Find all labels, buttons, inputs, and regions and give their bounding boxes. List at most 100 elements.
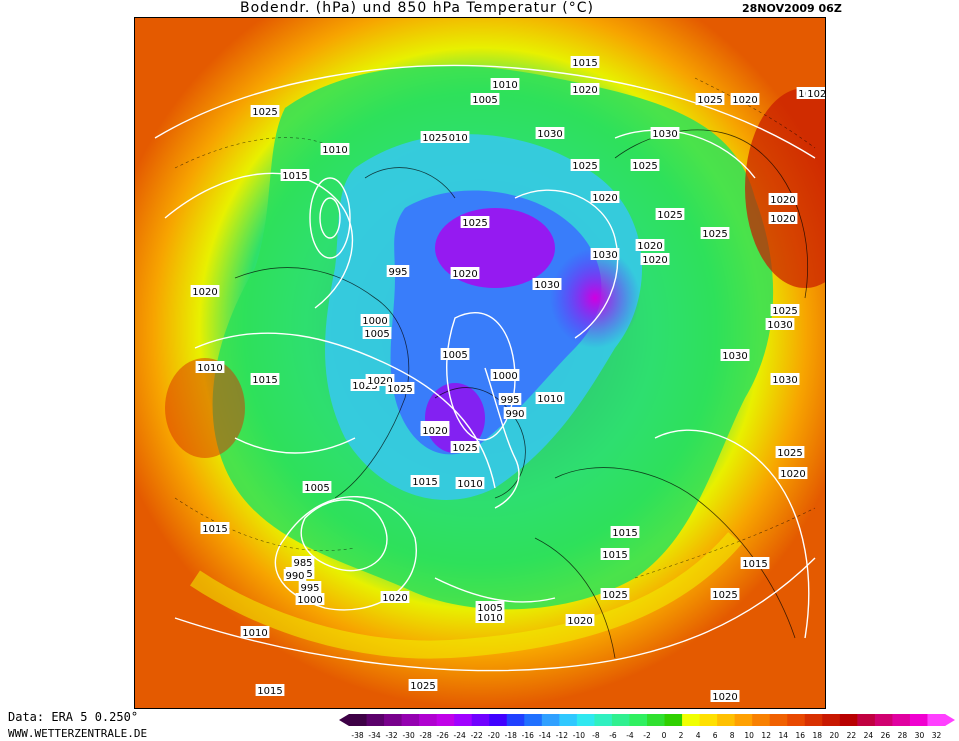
legend-tick-label: -28	[420, 731, 432, 740]
pressure-label: 1015	[570, 56, 600, 69]
pressure-label: 1025	[385, 382, 415, 395]
legend-tick-label: 0	[662, 731, 667, 740]
svg-text:990: 990	[505, 409, 524, 420]
svg-text:1025: 1025	[697, 95, 722, 106]
svg-text:1015: 1015	[257, 686, 282, 697]
svg-text:1025: 1025	[387, 384, 412, 395]
pressure-label: 1005	[475, 601, 505, 614]
svg-text:1025: 1025	[410, 681, 435, 692]
pressure-label: 1010	[475, 611, 505, 624]
svg-text:990: 990	[285, 571, 304, 582]
legend-tick-label: 4	[696, 731, 701, 740]
pressure-label: 1000	[295, 593, 325, 606]
pressure-label: 1020	[420, 424, 450, 437]
svg-text:1000: 1000	[362, 316, 387, 327]
legend-tick-label: 28	[898, 731, 908, 740]
legend-tick-label: 10	[744, 731, 754, 740]
legend-tick-label: -16	[522, 731, 534, 740]
weather-map[interactable]: 1010101510101005102010251020103010301025…	[134, 17, 826, 709]
pressure-label: 995	[298, 581, 322, 594]
svg-text:1020: 1020	[712, 692, 737, 703]
pressure-label: 1025	[408, 679, 438, 692]
svg-text:1025: 1025	[452, 443, 477, 454]
svg-text:1020: 1020	[770, 195, 795, 206]
pressure-label: 1020	[590, 191, 620, 204]
svg-text:1030: 1030	[537, 129, 562, 140]
svg-text:1025: 1025	[602, 590, 627, 601]
legend-swatch	[559, 714, 578, 726]
legend-arrow-right	[945, 714, 955, 726]
pressure-label: 1030	[532, 278, 562, 291]
svg-text:1020: 1020	[422, 426, 447, 437]
pressure-label: 1015	[410, 475, 440, 488]
legend-swatch	[349, 714, 368, 726]
pressure-label: 1025	[630, 159, 660, 172]
svg-text:1010: 1010	[477, 613, 502, 624]
legend-tick-label: -4	[626, 731, 634, 740]
svg-text:1025: 1025	[252, 107, 277, 118]
pressure-label: 990	[283, 569, 307, 582]
pressure-label: 1025	[250, 105, 280, 118]
pressure-label: 1020	[778, 467, 808, 480]
legend-tick-label: 12	[761, 731, 771, 740]
legend-swatch	[909, 714, 928, 726]
legend-swatch	[647, 714, 666, 726]
legend-tick-label: 6	[713, 731, 718, 740]
pressure-label: 1010	[490, 78, 520, 91]
svg-text:1005: 1005	[364, 329, 389, 340]
pressure-label: 1025	[460, 216, 490, 229]
svg-text:995: 995	[388, 267, 407, 278]
svg-text:1020: 1020	[770, 214, 795, 225]
svg-text:1005: 1005	[472, 95, 497, 106]
legend-tick-label: -14	[539, 731, 551, 740]
svg-text:1015: 1015	[282, 171, 307, 182]
svg-text:1030: 1030	[652, 129, 677, 140]
legend-swatch	[489, 714, 508, 726]
pressure-label: 995	[386, 265, 410, 278]
legend-tick-label: -26	[437, 731, 449, 740]
legend-tick-label: -34	[368, 731, 380, 740]
legend-swatch	[752, 714, 771, 726]
purple-core-east	[550, 248, 640, 348]
pressure-label: 1015	[280, 169, 310, 182]
legend-tick-label: -24	[454, 731, 466, 740]
legend-swatch	[787, 714, 806, 726]
svg-text:1010: 1010	[197, 363, 222, 374]
svg-text:1020: 1020	[572, 85, 597, 96]
yellow-band	[190, 532, 742, 659]
svg-text:1015: 1015	[202, 524, 227, 535]
legend-swatch	[717, 714, 736, 726]
pressure-label: 1030	[590, 248, 620, 261]
legend-swatch	[857, 714, 876, 726]
map-title: Bodendr. (hPa) und 850 hPa Temperatur (°…	[240, 0, 594, 16]
svg-text:1030: 1030	[772, 375, 797, 386]
pressure-label: 1020	[190, 285, 220, 298]
pressure-label: 1020	[450, 267, 480, 280]
weather-map-svg: 1010101510101005102010251020103010301025…	[135, 18, 825, 708]
svg-text:1025: 1025	[657, 210, 682, 221]
pressure-label: 1025	[710, 588, 740, 601]
legend-swatch	[436, 714, 455, 726]
legend-tick-label: 30	[915, 731, 925, 740]
svg-text:1010: 1010	[537, 394, 562, 405]
pressure-label: 1030	[535, 127, 565, 140]
svg-text:1015: 1015	[252, 375, 277, 386]
svg-text:1020: 1020	[637, 241, 662, 252]
svg-text:1005: 1005	[477, 603, 502, 614]
pressure-label: 1020	[768, 212, 798, 225]
legend-tick-label: -32	[385, 731, 397, 740]
pressure-label: 1025	[655, 208, 685, 221]
pressure-label: 1030	[770, 373, 800, 386]
legend-swatch	[822, 714, 841, 726]
pressure-label: 1010	[240, 626, 270, 639]
svg-text:1020: 1020	[642, 255, 667, 266]
legend-tick-label: -38	[351, 731, 363, 740]
pressure-label: 1000	[360, 314, 390, 327]
svg-text:1015: 1015	[742, 559, 767, 570]
svg-text:1025: 1025	[422, 133, 447, 144]
isobars	[154, 64, 816, 672]
pressure-label: 1025	[695, 93, 725, 106]
svg-text:1005: 1005	[304, 483, 329, 494]
legend-tick-label: 20	[830, 731, 840, 740]
svg-text:1020: 1020	[382, 593, 407, 604]
